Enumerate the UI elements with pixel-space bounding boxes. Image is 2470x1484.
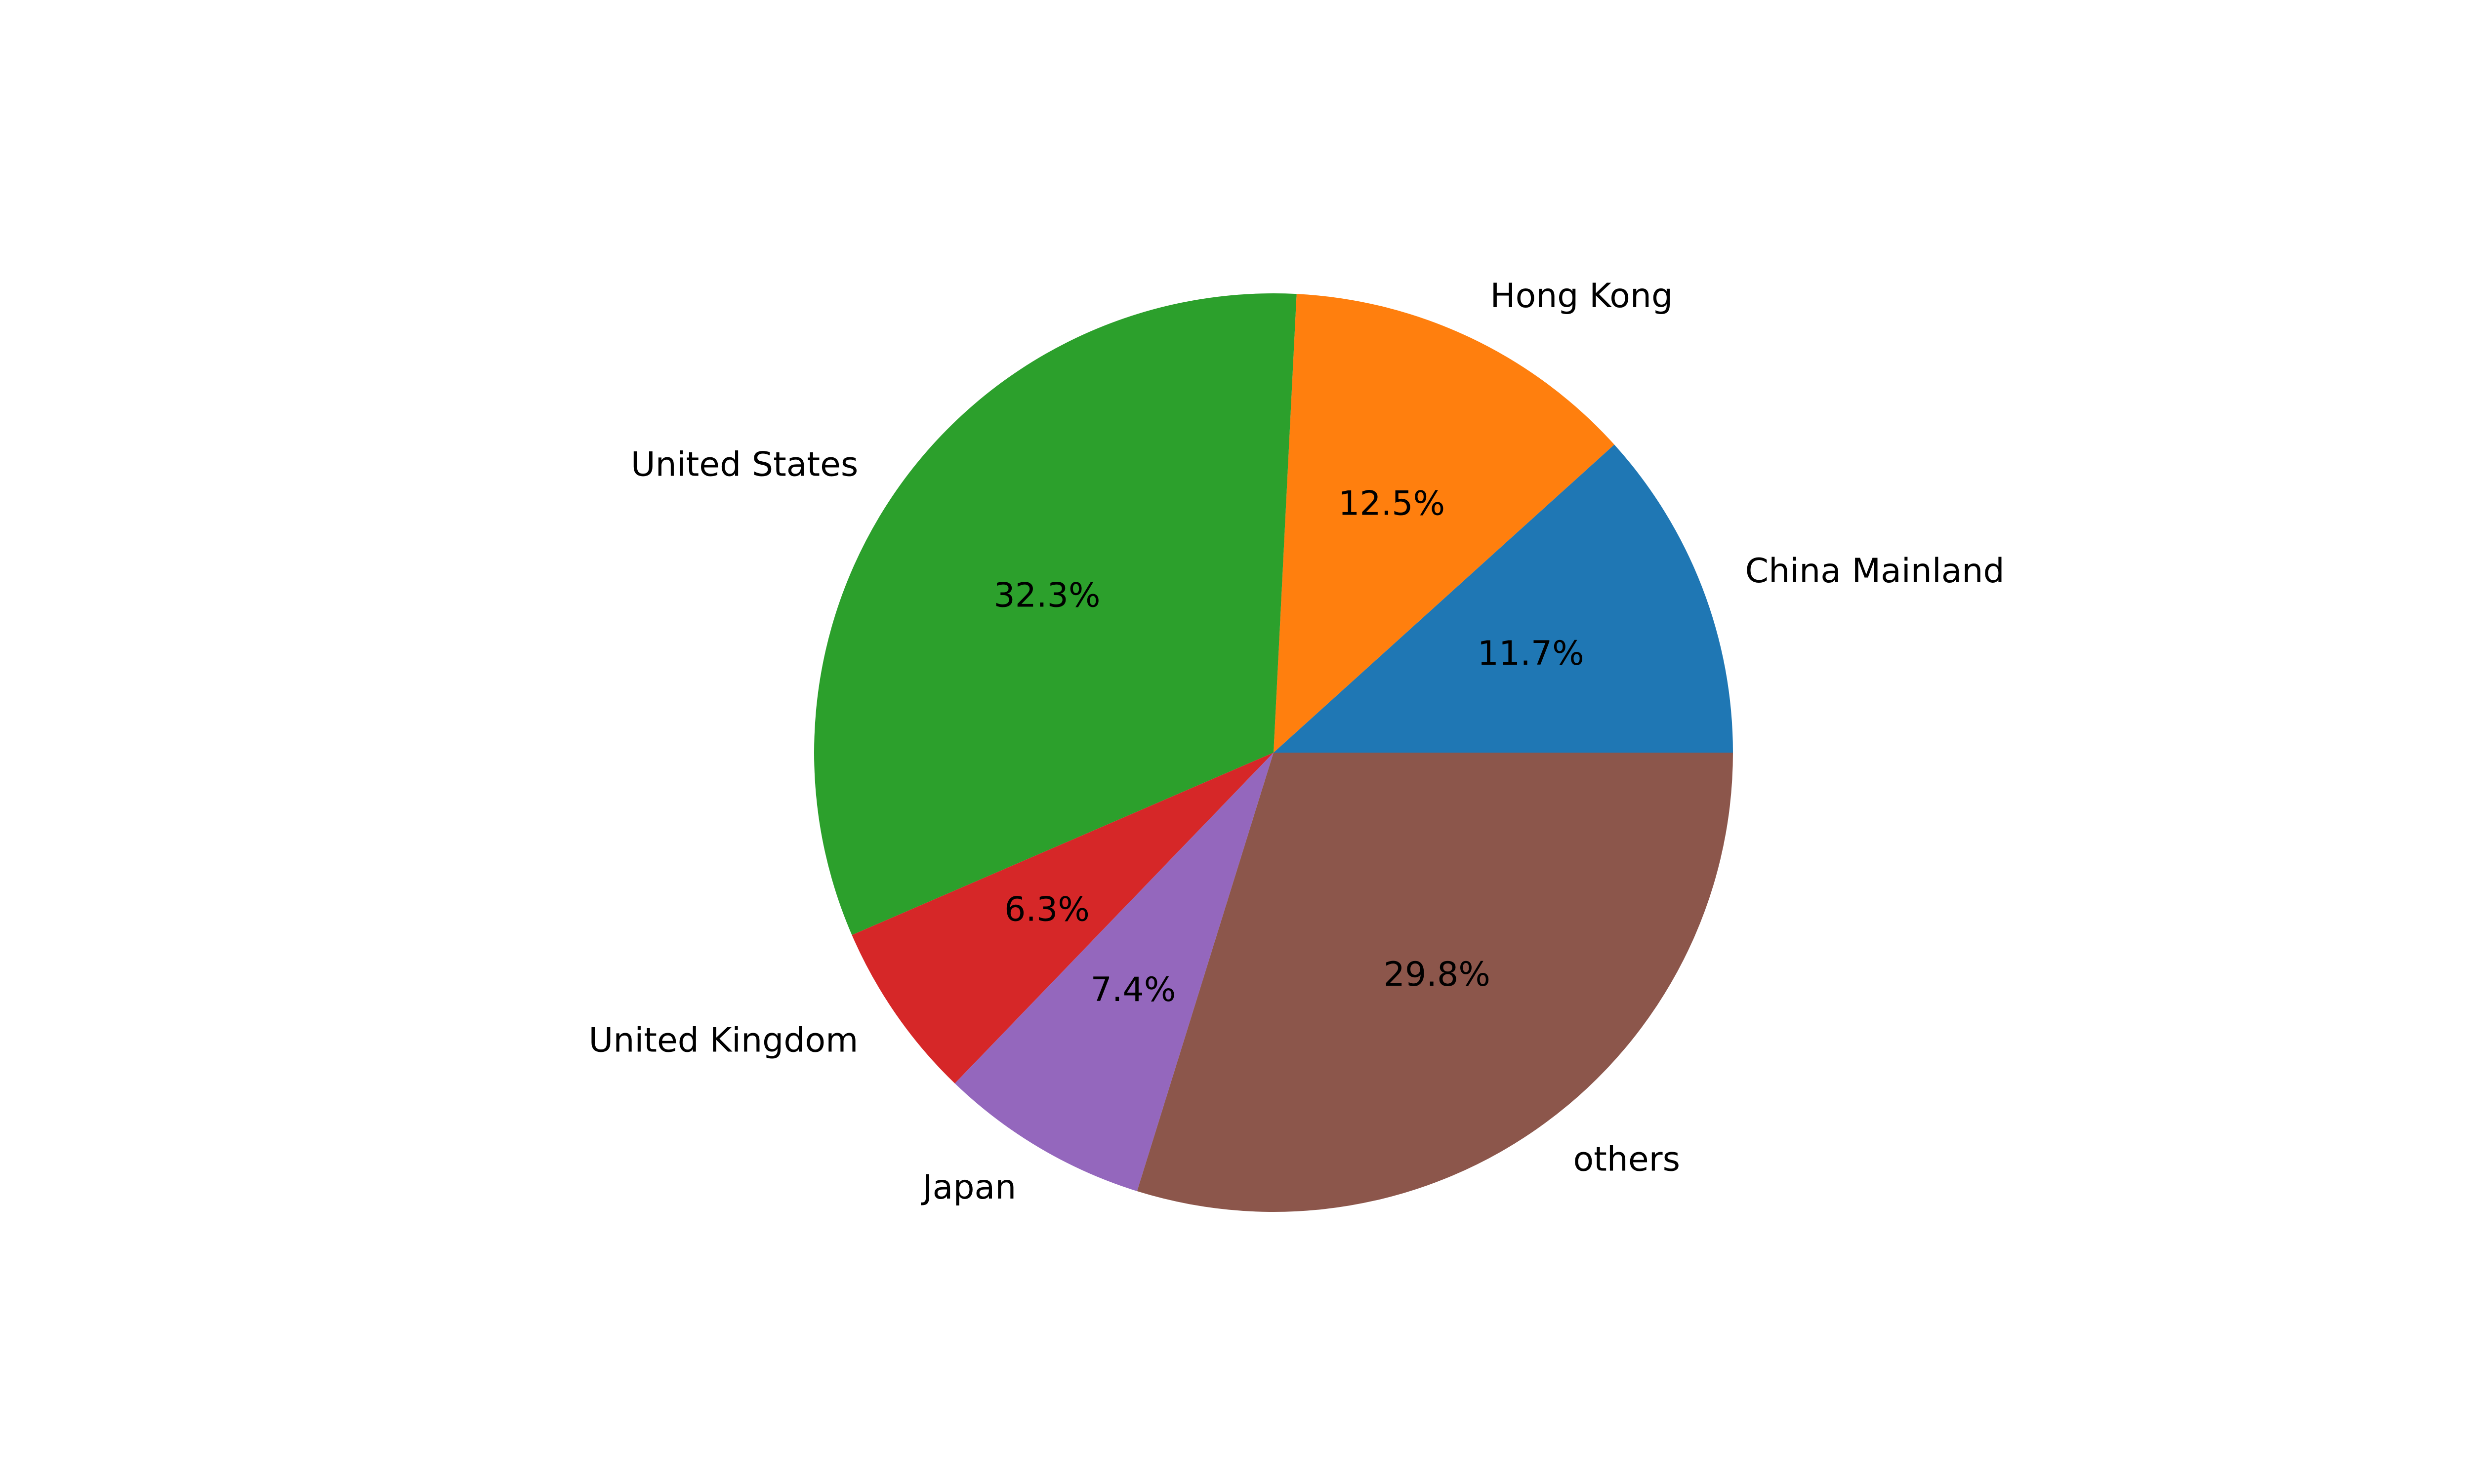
pie-slice-united-states [814, 293, 1297, 935]
pie-slice-united-kingdom [852, 753, 1274, 1083]
slice-percent-united-kingdom: 6.3% [1004, 890, 1090, 929]
pie-slice-hong-kong [1274, 294, 1614, 753]
pie-slice-japan [954, 753, 1274, 1192]
slice-percent-japan: 7.4% [1091, 970, 1176, 1009]
slice-percent-china-mainland: 11.7% [1478, 634, 1584, 673]
slice-label-united-kingdom: United Kingdom [589, 1021, 859, 1060]
pie-slice-others [1137, 753, 1733, 1212]
slice-label-china-mainland: China Mainland [1745, 552, 2005, 591]
pie-labels: China Mainland 11.7% Hong Kong 12.5% United … [589, 277, 2005, 1207]
slice-percent-united-states: 32.3% [993, 576, 1100, 615]
pie-slices [814, 293, 1733, 1212]
slice-label-united-states: United States [631, 445, 858, 484]
slice-percent-others: 29.8% [1384, 955, 1490, 994]
slice-label-others: others [1573, 1140, 1680, 1179]
slice-label-hong-kong: Hong Kong [1490, 277, 1673, 316]
slice-percent-hong-kong: 12.5% [1338, 484, 1445, 523]
pie-slice-china-mainland [1274, 444, 1733, 753]
slice-label-japan: Japan [921, 1168, 1017, 1207]
